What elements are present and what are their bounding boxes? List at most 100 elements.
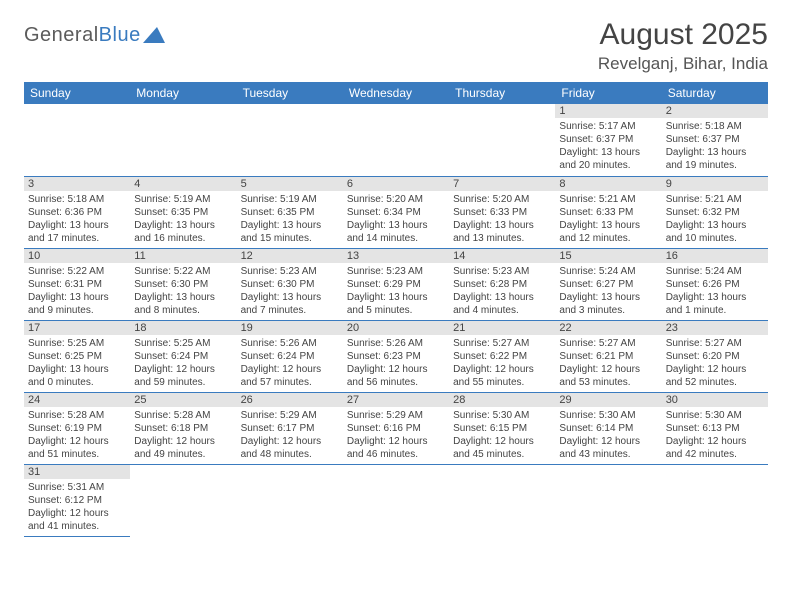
title-block: August 2025 Revelganj, Bihar, India: [598, 18, 768, 74]
day-details: Sunrise: 5:23 AMSunset: 6:28 PMDaylight:…: [449, 263, 555, 319]
calendar-day-cell: 20Sunrise: 5:26 AMSunset: 6:23 PMDayligh…: [343, 320, 449, 392]
day-number: 24: [24, 393, 130, 407]
daylight-line: Daylight: 12 hours and 43 minutes.: [559, 435, 657, 461]
daylight-line: Daylight: 13 hours and 16 minutes.: [134, 219, 232, 245]
sunset-line: Sunset: 6:37 PM: [666, 133, 764, 146]
calendar-day-cell: 31Sunrise: 5:31 AMSunset: 6:12 PMDayligh…: [24, 464, 130, 536]
sunrise-line: Sunrise: 5:27 AM: [453, 337, 551, 350]
day-details: Sunrise: 5:23 AMSunset: 6:30 PMDaylight:…: [237, 263, 343, 319]
sunset-line: Sunset: 6:14 PM: [559, 422, 657, 435]
day-details: Sunrise: 5:21 AMSunset: 6:33 PMDaylight:…: [555, 191, 661, 247]
day-number: 11: [130, 249, 236, 263]
sunrise-line: Sunrise: 5:23 AM: [347, 265, 445, 278]
day-details: Sunrise: 5:29 AMSunset: 6:17 PMDaylight:…: [237, 407, 343, 463]
sunrise-line: Sunrise: 5:21 AM: [666, 193, 764, 206]
calendar-day-cell: 30Sunrise: 5:30 AMSunset: 6:13 PMDayligh…: [662, 392, 768, 464]
sunrise-line: Sunrise: 5:29 AM: [347, 409, 445, 422]
day-details: Sunrise: 5:30 AMSunset: 6:15 PMDaylight:…: [449, 407, 555, 463]
day-details: Sunrise: 5:26 AMSunset: 6:24 PMDaylight:…: [237, 335, 343, 391]
daylight-line: Daylight: 12 hours and 53 minutes.: [559, 363, 657, 389]
daylight-line: Daylight: 12 hours and 52 minutes.: [666, 363, 764, 389]
day-details: Sunrise: 5:24 AMSunset: 6:26 PMDaylight:…: [662, 263, 768, 319]
calendar-day-cell: 24Sunrise: 5:28 AMSunset: 6:19 PMDayligh…: [24, 392, 130, 464]
sunrise-line: Sunrise: 5:28 AM: [134, 409, 232, 422]
calendar-day-cell: [449, 104, 555, 176]
day-details: Sunrise: 5:28 AMSunset: 6:18 PMDaylight:…: [130, 407, 236, 463]
sunset-line: Sunset: 6:33 PM: [453, 206, 551, 219]
day-number: 8: [555, 177, 661, 191]
day-details: Sunrise: 5:19 AMSunset: 6:35 PMDaylight:…: [130, 191, 236, 247]
calendar-day-cell: [24, 104, 130, 176]
day-number: 12: [237, 249, 343, 263]
sunrise-line: Sunrise: 5:26 AM: [241, 337, 339, 350]
sunset-line: Sunset: 6:16 PM: [347, 422, 445, 435]
calendar-day-cell: 11Sunrise: 5:22 AMSunset: 6:30 PMDayligh…: [130, 248, 236, 320]
day-number: 26: [237, 393, 343, 407]
daylight-line: Daylight: 13 hours and 13 minutes.: [453, 219, 551, 245]
sunrise-line: Sunrise: 5:25 AM: [28, 337, 126, 350]
logo-text-general: General: [24, 24, 99, 47]
daylight-line: Daylight: 12 hours and 56 minutes.: [347, 363, 445, 389]
sunset-line: Sunset: 6:18 PM: [134, 422, 232, 435]
day-details: Sunrise: 5:27 AMSunset: 6:20 PMDaylight:…: [662, 335, 768, 391]
daylight-line: Daylight: 13 hours and 5 minutes.: [347, 291, 445, 317]
sunset-line: Sunset: 6:33 PM: [559, 206, 657, 219]
sunset-line: Sunset: 6:34 PM: [347, 206, 445, 219]
logo: General Blue: [24, 18, 165, 47]
daylight-line: Daylight: 12 hours and 55 minutes.: [453, 363, 551, 389]
calendar-week-row: 10Sunrise: 5:22 AMSunset: 6:31 PMDayligh…: [24, 248, 768, 320]
day-number: 2: [662, 104, 768, 118]
daylight-line: Daylight: 12 hours and 42 minutes.: [666, 435, 764, 461]
sunset-line: Sunset: 6:26 PM: [666, 278, 764, 291]
daylight-line: Daylight: 13 hours and 1 minute.: [666, 291, 764, 317]
sunrise-line: Sunrise: 5:20 AM: [347, 193, 445, 206]
day-details: Sunrise: 5:18 AMSunset: 6:37 PMDaylight:…: [662, 118, 768, 174]
logo-text-blue: Blue: [99, 24, 141, 47]
weekday-header: Sunday: [24, 82, 130, 104]
daylight-line: Daylight: 13 hours and 19 minutes.: [666, 146, 764, 172]
day-details: Sunrise: 5:27 AMSunset: 6:22 PMDaylight:…: [449, 335, 555, 391]
day-number: 18: [130, 321, 236, 335]
calendar-day-cell: [555, 464, 661, 536]
day-details: Sunrise: 5:24 AMSunset: 6:27 PMDaylight:…: [555, 263, 661, 319]
daylight-line: Daylight: 12 hours and 45 minutes.: [453, 435, 551, 461]
sunset-line: Sunset: 6:17 PM: [241, 422, 339, 435]
sunrise-line: Sunrise: 5:24 AM: [559, 265, 657, 278]
calendar-day-cell: 15Sunrise: 5:24 AMSunset: 6:27 PMDayligh…: [555, 248, 661, 320]
sunset-line: Sunset: 6:13 PM: [666, 422, 764, 435]
day-number: 23: [662, 321, 768, 335]
sunrise-line: Sunrise: 5:18 AM: [666, 120, 764, 133]
calendar-day-cell: 3Sunrise: 5:18 AMSunset: 6:36 PMDaylight…: [24, 176, 130, 248]
daylight-line: Daylight: 13 hours and 15 minutes.: [241, 219, 339, 245]
day-number: 25: [130, 393, 236, 407]
sunrise-line: Sunrise: 5:24 AM: [666, 265, 764, 278]
calendar-day-cell: [662, 464, 768, 536]
sunrise-line: Sunrise: 5:19 AM: [241, 193, 339, 206]
calendar-day-cell: 1Sunrise: 5:17 AMSunset: 6:37 PMDaylight…: [555, 104, 661, 176]
calendar-table: SundayMondayTuesdayWednesdayThursdayFrid…: [24, 82, 768, 537]
calendar-day-cell: 19Sunrise: 5:26 AMSunset: 6:24 PMDayligh…: [237, 320, 343, 392]
sunset-line: Sunset: 6:21 PM: [559, 350, 657, 363]
daylight-line: Daylight: 13 hours and 0 minutes.: [28, 363, 126, 389]
sunset-line: Sunset: 6:19 PM: [28, 422, 126, 435]
calendar-day-cell: [237, 464, 343, 536]
day-number: 27: [343, 393, 449, 407]
calendar-day-cell: 27Sunrise: 5:29 AMSunset: 6:16 PMDayligh…: [343, 392, 449, 464]
daylight-line: Daylight: 13 hours and 8 minutes.: [134, 291, 232, 317]
sunrise-line: Sunrise: 5:30 AM: [666, 409, 764, 422]
day-number: 19: [237, 321, 343, 335]
weekday-header-row: SundayMondayTuesdayWednesdayThursdayFrid…: [24, 82, 768, 104]
day-details: Sunrise: 5:22 AMSunset: 6:30 PMDaylight:…: [130, 263, 236, 319]
calendar-day-cell: 25Sunrise: 5:28 AMSunset: 6:18 PMDayligh…: [130, 392, 236, 464]
day-number: 4: [130, 177, 236, 191]
sunset-line: Sunset: 6:25 PM: [28, 350, 126, 363]
day-details: Sunrise: 5:25 AMSunset: 6:25 PMDaylight:…: [24, 335, 130, 391]
daylight-line: Daylight: 12 hours and 41 minutes.: [28, 507, 126, 533]
daylight-line: Daylight: 12 hours and 49 minutes.: [134, 435, 232, 461]
calendar-day-cell: 5Sunrise: 5:19 AMSunset: 6:35 PMDaylight…: [237, 176, 343, 248]
day-details: Sunrise: 5:31 AMSunset: 6:12 PMDaylight:…: [24, 479, 130, 535]
daylight-line: Daylight: 13 hours and 14 minutes.: [347, 219, 445, 245]
sunrise-line: Sunrise: 5:21 AM: [559, 193, 657, 206]
sunrise-line: Sunrise: 5:17 AM: [559, 120, 657, 133]
calendar-day-cell: 18Sunrise: 5:25 AMSunset: 6:24 PMDayligh…: [130, 320, 236, 392]
